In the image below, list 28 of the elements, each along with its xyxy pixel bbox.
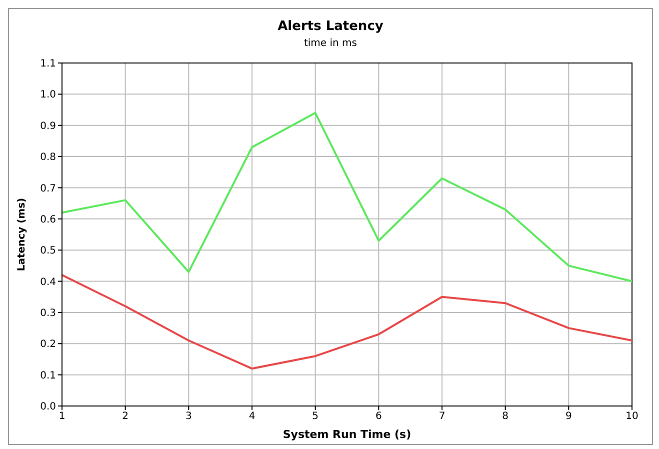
x-tick-label: 7 <box>438 411 446 422</box>
y-tick-label: 1.1 <box>40 58 56 70</box>
y-tick-label: 0.6 <box>40 214 56 226</box>
line-series <box>62 112 632 282</box>
x-tick-label: 1 <box>58 411 66 422</box>
y-tick-label: 0.1 <box>40 370 56 382</box>
y-tick-label: 0.7 <box>40 183 56 194</box>
x-axis-title: System Run Time (s) <box>282 428 412 441</box>
y-axis-title: Latency (ms) <box>16 198 28 272</box>
y-tick-label: 0.5 <box>40 246 56 257</box>
chart-title: Alerts Latency <box>276 19 384 34</box>
y-tick-label: 0.8 <box>40 152 56 164</box>
y-tick-label: 0.3 <box>40 308 56 320</box>
x-tick-label: 8 <box>502 411 509 422</box>
x-tick-label: 3 <box>185 411 192 422</box>
y-tick-label: 0.9 <box>40 120 56 132</box>
chart-subtitle: time in ms <box>302 38 358 49</box>
x-tick-label: 5 <box>312 411 319 422</box>
y-tick-label: 0.0 <box>40 402 56 413</box>
line-series <box>62 274 632 370</box>
x-tick-label: 2 <box>122 411 129 422</box>
x-tick-label: 6 <box>375 411 382 422</box>
x-tick-label: 9 <box>565 411 572 422</box>
y-tick-label: 0.4 <box>40 276 56 288</box>
x-tick-label: 10 <box>626 411 638 422</box>
x-tick-label: 4 <box>248 411 256 422</box>
y-tick-label: 1.0 <box>40 90 56 101</box>
y-tick-label: 0.2 <box>40 339 56 350</box>
